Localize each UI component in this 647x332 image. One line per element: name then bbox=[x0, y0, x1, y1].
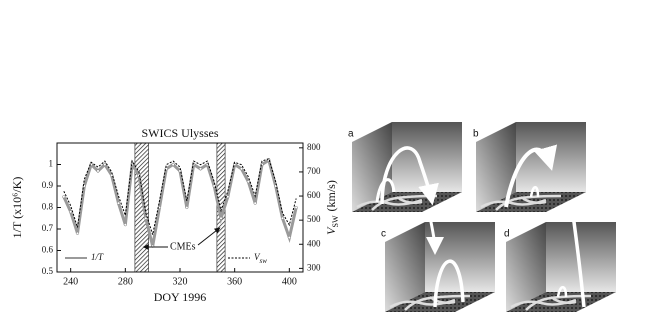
point bbox=[198, 167, 203, 171]
point bbox=[62, 195, 66, 199]
point bbox=[110, 173, 114, 177]
y-tick-label: 1 bbox=[49, 159, 54, 169]
point bbox=[280, 216, 285, 220]
x-tick-label: 240 bbox=[63, 276, 78, 287]
point bbox=[212, 184, 216, 188]
point bbox=[219, 216, 223, 220]
point bbox=[185, 205, 189, 210]
panel bbox=[504, 203, 618, 314]
point bbox=[287, 236, 291, 240]
y2-tick-label: 500 bbox=[307, 214, 321, 224]
cme-span bbox=[134, 142, 149, 273]
legend-sub: sw bbox=[260, 257, 268, 265]
point bbox=[123, 223, 127, 227]
point bbox=[116, 201, 121, 205]
y-tick-label: 0.6 bbox=[42, 245, 54, 255]
legend-name: 1/T bbox=[91, 252, 104, 262]
chart-title: SWICS Ulysses bbox=[141, 126, 218, 140]
y-axis-label: 1/T (x10⁶/K) bbox=[10, 177, 24, 239]
point bbox=[96, 169, 100, 173]
x-tick-label: 280 bbox=[118, 276, 133, 287]
point bbox=[171, 162, 175, 167]
annotation: CMEs bbox=[170, 241, 196, 252]
point bbox=[226, 195, 230, 199]
x-tick-label: 360 bbox=[227, 276, 242, 287]
y2-tick-label: 700 bbox=[307, 166, 321, 176]
x-tick-label: 320 bbox=[173, 276, 188, 287]
panel-label: d bbox=[504, 229, 510, 240]
point bbox=[69, 210, 73, 214]
y2-axis-label-sub: SW bbox=[331, 215, 340, 227]
panel-label: a bbox=[348, 129, 354, 140]
y2-tick-label: 600 bbox=[307, 190, 321, 200]
legend-label: Vsw bbox=[254, 252, 267, 265]
y2-tick-label: 400 bbox=[307, 238, 321, 248]
x-axis-label: DOY 1996 bbox=[154, 290, 207, 304]
legend-label: 1/T bbox=[91, 252, 104, 262]
y2-tick-label: 800 bbox=[307, 142, 321, 152]
illustrations bbox=[350, 120, 618, 314]
point bbox=[246, 180, 250, 184]
panel-label: b bbox=[473, 129, 479, 140]
y2-axis-label-main: V bbox=[324, 226, 338, 235]
y-tick-label: 0.8 bbox=[42, 202, 54, 212]
x-tick-label: 400 bbox=[282, 276, 297, 287]
y2-axis-label: VSW (km/s) bbox=[324, 180, 340, 235]
y-tick-label: 0.7 bbox=[42, 223, 54, 233]
y-tick-label: 0.5 bbox=[42, 266, 54, 276]
panel-label: c bbox=[381, 229, 386, 240]
point bbox=[178, 169, 182, 173]
panel bbox=[383, 216, 497, 314]
y-tick-label: 0.9 bbox=[42, 180, 54, 190]
panel bbox=[350, 120, 464, 214]
series-line bbox=[62, 157, 298, 247]
annotation-arrow bbox=[197, 227, 221, 246]
point bbox=[239, 167, 244, 171]
panel bbox=[474, 120, 588, 214]
y2-axis-label-unit: (km/s) bbox=[324, 180, 338, 211]
chart: 240 280 320 360 400 0.5 0.6 0.7 0.8 0.9 1 300 400 500… bbox=[10, 126, 340, 304]
point bbox=[294, 205, 298, 210]
y2-tick-label: 300 bbox=[307, 262, 321, 272]
series-line bbox=[63, 158, 297, 235]
point bbox=[75, 231, 80, 235]
legend-name: V bbox=[254, 252, 261, 262]
point bbox=[144, 216, 148, 220]
point bbox=[103, 162, 107, 167]
point bbox=[253, 201, 257, 205]
